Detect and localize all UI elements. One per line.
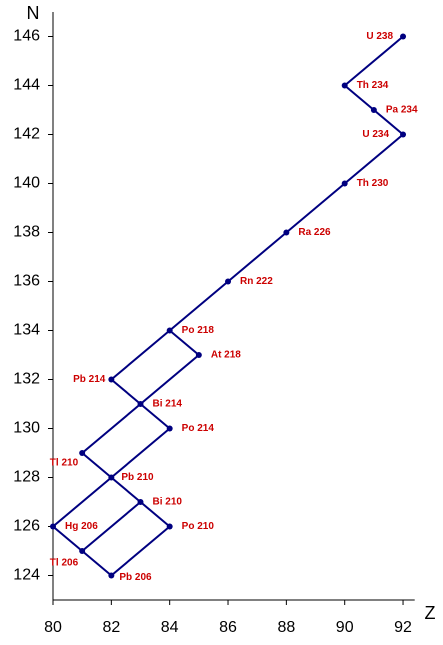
nuclide-point [400,131,407,138]
nuclide-point [225,278,232,285]
y-tick-label: 132 [13,371,40,388]
nuclide-label: Th 234 [357,80,389,91]
decay-link [344,84,375,111]
nuclide-label: Pb 210 [121,472,154,483]
y-tick-label: 130 [13,420,40,437]
decay-link [110,525,171,577]
nuclide-point [195,352,202,358]
decay-link [81,550,112,577]
decay-link [227,231,288,283]
y-tick-label: 138 [13,224,40,241]
decay-link [169,329,200,356]
decay-link [81,452,112,479]
nuclide-label: Po 218 [182,325,215,336]
nuclide-label: U 234 [362,129,389,140]
decay-link [285,182,346,234]
decay-link [81,501,142,552]
decay-link [139,501,171,528]
y-tick-label: 134 [13,322,40,339]
nuclide-label: Pb 206 [119,572,152,583]
y-axis-title: N [27,3,40,23]
nuclide-point [79,548,86,554]
nuclide-point [166,327,173,334]
y-tick-label: 146 [13,28,40,45]
nuclide-point [108,376,115,383]
x-axis-title: Z [425,603,436,623]
decay-link [344,133,404,185]
nuclide-point [283,229,290,236]
nuclide-label: At 218 [211,350,241,361]
decay-link [81,403,142,454]
decay-link [139,403,171,430]
nuclide-label: Tl 206 [50,558,79,569]
nuclide-point [137,499,144,505]
nuclide-point [50,523,56,530]
x-tick-label: 86 [219,619,237,636]
nuclide-label: Pb 214 [73,374,106,385]
y-tick-label: 144 [13,77,40,94]
nuclide-point [400,33,407,40]
nuclide-point [108,474,115,481]
nuclide-label: Bi 210 [153,497,183,508]
x-tick-label: 92 [394,619,412,636]
nuclide-label: Po 210 [182,521,215,532]
nuclide-point [79,450,86,456]
decay-link [110,427,171,479]
y-tick-label: 124 [13,567,40,584]
x-tick-label: 80 [44,619,62,636]
y-tick-label: 136 [13,273,40,290]
decay-link [344,35,404,87]
decay-link [110,378,142,405]
nuclide-label: Hg 206 [65,521,98,532]
y-tick-label: 128 [13,469,40,486]
nuclide-label: Pa 234 [386,105,418,116]
nuclide-point [166,523,173,530]
nuclide-label: U 238 [366,31,393,42]
decay-link [373,109,404,136]
x-tick-label: 84 [161,619,179,636]
x-tick-label: 90 [336,619,354,636]
x-tick-label: 82 [102,619,120,636]
nuclide-label: Bi 214 [153,399,183,410]
decay-link [110,476,142,503]
nuclide-label: Tl 210 [50,458,79,469]
nuclide-label: Th 230 [357,178,389,189]
decay-link [52,525,83,552]
decay-link [110,329,171,381]
nuclide-point [166,425,173,432]
decay-link [169,280,229,332]
y-tick-label: 140 [13,175,40,192]
nuclide-point [341,180,348,187]
y-tick-label: 142 [13,126,40,143]
nuclide-point [341,82,348,89]
nuclide-label: Po 214 [182,423,215,434]
nuclide-label: Rn 222 [240,276,273,287]
y-tick-label: 126 [13,518,40,535]
nuclide-point [108,572,115,579]
x-tick-label: 88 [277,619,295,636]
decay-link [52,476,112,528]
nuclide-point [137,401,144,407]
nuclide-point [370,107,377,113]
nuclide-label: Ra 226 [298,227,331,238]
decay-link [139,354,200,405]
